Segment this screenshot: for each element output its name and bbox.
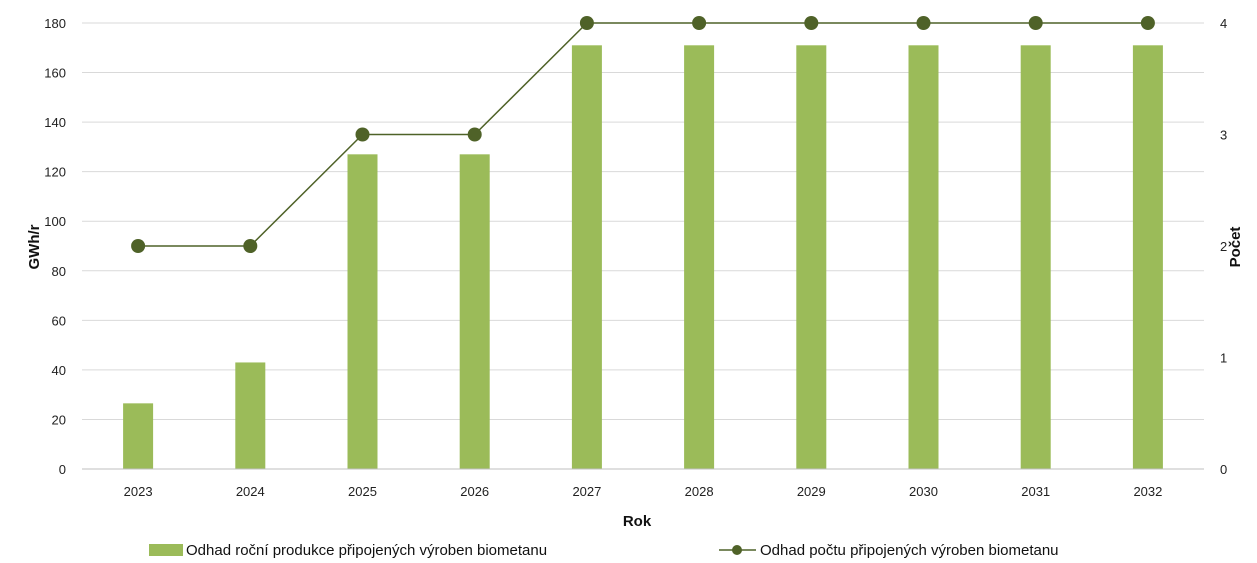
x-tick-label: 2027 <box>572 484 601 499</box>
line-point <box>804 16 819 30</box>
x-tick-label: 2031 <box>1021 484 1050 499</box>
y2-axis-title: Počet <box>1227 227 1244 268</box>
bar <box>796 45 827 470</box>
bar <box>684 45 715 470</box>
legend-line-marker <box>732 545 742 555</box>
x-tick-label: 2025 <box>348 484 377 499</box>
y-tick-label: 180 <box>44 16 66 31</box>
line-point <box>131 239 146 253</box>
bar <box>571 45 602 470</box>
y-tick-label: 0 <box>59 462 66 477</box>
series-line <box>138 22 1148 247</box>
y2-tick-label: 2 <box>1220 239 1227 254</box>
y2-tick-label: 4 <box>1220 16 1227 31</box>
line-point <box>579 16 594 30</box>
bar <box>235 362 266 469</box>
line-point <box>243 239 258 253</box>
axes: 0 20 40 60 80 100 120 140 160 180 0 1 2 3 4 2023 2024 202… <box>44 16 1227 499</box>
x-tick-label: 2030 <box>909 484 938 499</box>
y-tick-label: 80 <box>52 264 66 279</box>
y-tick-label: 160 <box>44 66 66 81</box>
line-point <box>1028 16 1043 30</box>
line-point <box>467 127 482 142</box>
bar <box>1020 45 1051 470</box>
x-tick-label: 2023 <box>124 484 153 499</box>
x-tick-label: 2032 <box>1133 484 1162 499</box>
y-axis-title: GWh/r <box>26 224 43 269</box>
y-tick-label: 20 <box>52 412 66 427</box>
bar <box>459 154 490 470</box>
legend-bar-swatch <box>149 544 183 556</box>
y-tick-label: 100 <box>44 214 66 229</box>
y-tick-label: 120 <box>44 165 66 180</box>
legend-line-label: Odhad počtu připojených výroben biometan… <box>760 542 1059 559</box>
line-series <box>131 16 1155 253</box>
x-tick-label: 2024 <box>236 484 265 499</box>
line-point <box>916 16 931 30</box>
legend-bar-label: Odhad roční produkce připojených výroben… <box>186 542 547 559</box>
legend: Odhad roční produkce připojených výroben… <box>149 542 1059 559</box>
x-axis-title: Rok <box>623 513 652 530</box>
bar <box>1132 45 1163 470</box>
x-tick-label: 2028 <box>685 484 714 499</box>
bar-series <box>123 45 1163 470</box>
bar <box>908 45 939 470</box>
y2-tick-label: 3 <box>1220 128 1227 143</box>
y2-tick-label: 0 <box>1220 462 1227 477</box>
bar <box>123 403 154 469</box>
x-tick-label: 2026 <box>460 484 489 499</box>
x-tick-label: 2029 <box>797 484 826 499</box>
y-tick-label: 40 <box>52 363 66 378</box>
y-tick-label: 60 <box>52 313 66 328</box>
line-point <box>1140 16 1155 30</box>
y-tick-label: 140 <box>44 115 66 130</box>
line-point <box>692 16 707 30</box>
y2-tick-label: 1 <box>1220 351 1227 366</box>
line-point <box>355 127 370 142</box>
bar <box>347 154 378 470</box>
